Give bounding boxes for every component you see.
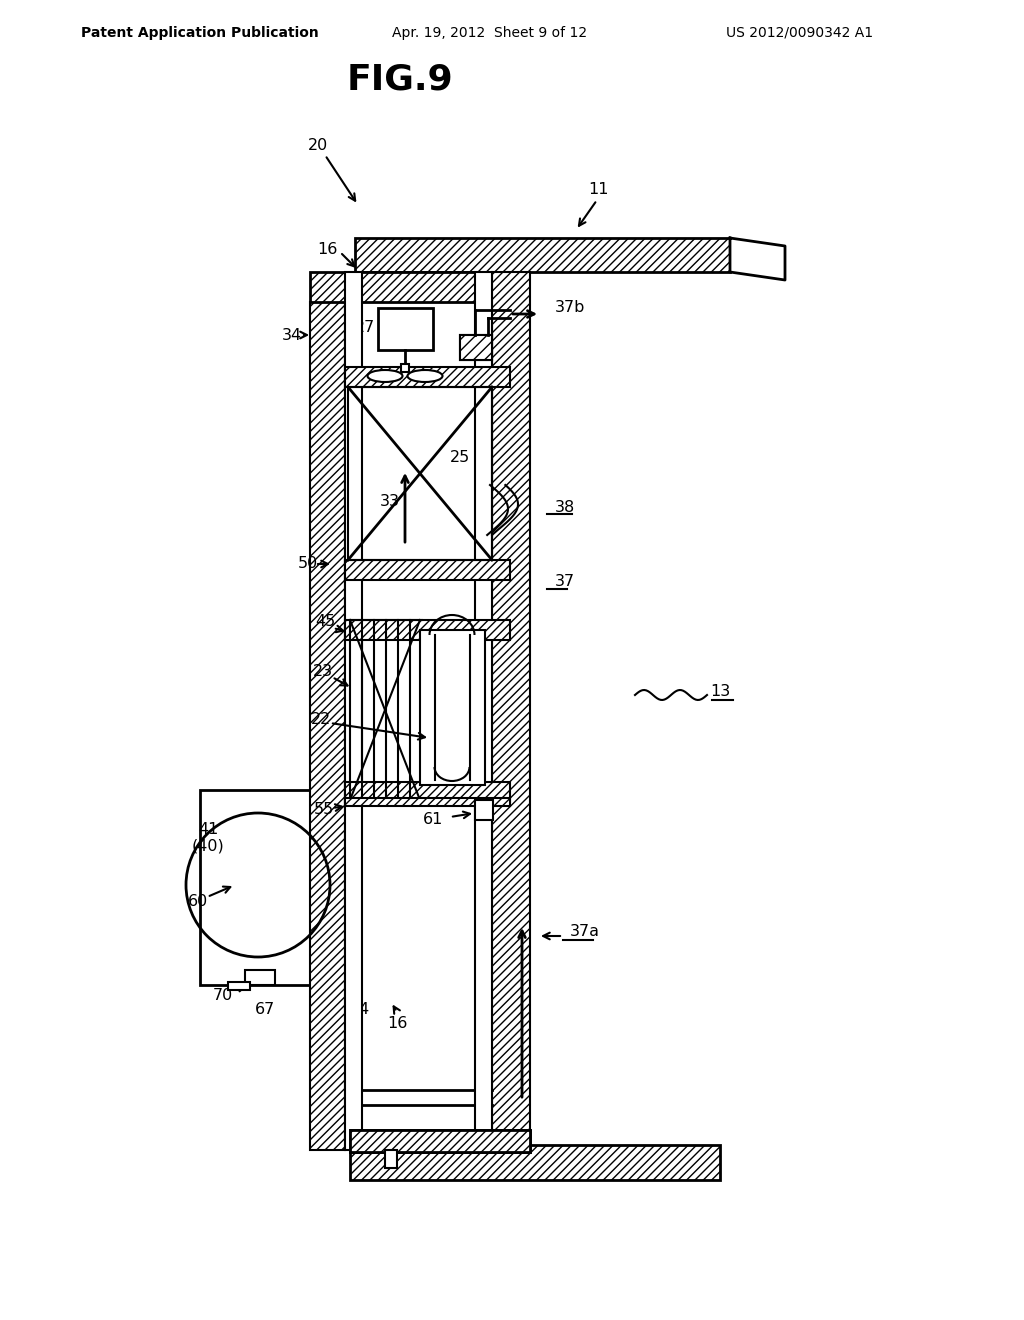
Bar — [228, 982, 250, 990]
Text: 67: 67 — [255, 1002, 275, 1018]
Text: 20: 20 — [308, 137, 328, 153]
Text: 23: 23 — [313, 664, 333, 680]
Bar — [475, 272, 492, 1150]
Text: 16: 16 — [387, 1015, 408, 1031]
Bar — [460, 335, 492, 360]
Bar — [345, 272, 362, 1150]
Bar — [385, 1150, 397, 1168]
Bar — [348, 387, 492, 560]
Text: Apr. 19, 2012  Sheet 9 of 12: Apr. 19, 2012 Sheet 9 of 12 — [392, 26, 588, 40]
Bar — [350, 1144, 720, 1180]
Bar — [355, 238, 730, 272]
Text: 37: 37 — [555, 574, 575, 590]
Text: (40): (40) — [191, 838, 224, 854]
Text: 13: 13 — [710, 685, 730, 700]
Text: 41: 41 — [198, 822, 218, 837]
Text: 16: 16 — [317, 243, 338, 257]
Text: 45: 45 — [314, 615, 335, 630]
Text: 70: 70 — [213, 987, 233, 1002]
Bar — [420, 630, 485, 785]
Bar — [200, 789, 350, 985]
Bar — [345, 367, 510, 387]
Bar — [345, 620, 510, 640]
Text: 38: 38 — [555, 500, 575, 516]
Text: 27: 27 — [355, 321, 375, 335]
Polygon shape — [730, 238, 785, 280]
Bar — [245, 970, 275, 985]
Text: 37b: 37b — [555, 301, 586, 315]
Text: Patent Application Publication: Patent Application Publication — [81, 26, 318, 40]
Text: 34: 34 — [282, 327, 302, 342]
Text: 25: 25 — [450, 450, 470, 466]
Text: 54: 54 — [350, 1002, 370, 1018]
Bar — [345, 560, 510, 579]
Bar — [350, 1130, 530, 1152]
Text: 37a: 37a — [570, 924, 600, 940]
Ellipse shape — [408, 370, 442, 381]
Text: 33: 33 — [380, 495, 400, 510]
Bar — [310, 302, 345, 1150]
Bar — [460, 335, 492, 360]
Text: 22: 22 — [311, 713, 331, 727]
Text: FIG.9: FIG.9 — [347, 63, 454, 96]
Bar — [350, 1130, 530, 1152]
Text: 50: 50 — [298, 557, 318, 572]
Text: 11: 11 — [588, 182, 608, 198]
Bar — [345, 781, 510, 803]
Text: 55: 55 — [314, 803, 334, 817]
Bar — [310, 272, 490, 302]
Bar — [401, 364, 409, 372]
Bar — [378, 308, 433, 350]
Bar — [345, 799, 510, 807]
Ellipse shape — [368, 370, 402, 381]
Text: 60: 60 — [187, 895, 208, 909]
Text: US 2012/0090342 A1: US 2012/0090342 A1 — [726, 26, 873, 40]
Text: 61: 61 — [423, 813, 443, 828]
Bar — [475, 800, 493, 820]
Bar — [492, 272, 530, 1150]
